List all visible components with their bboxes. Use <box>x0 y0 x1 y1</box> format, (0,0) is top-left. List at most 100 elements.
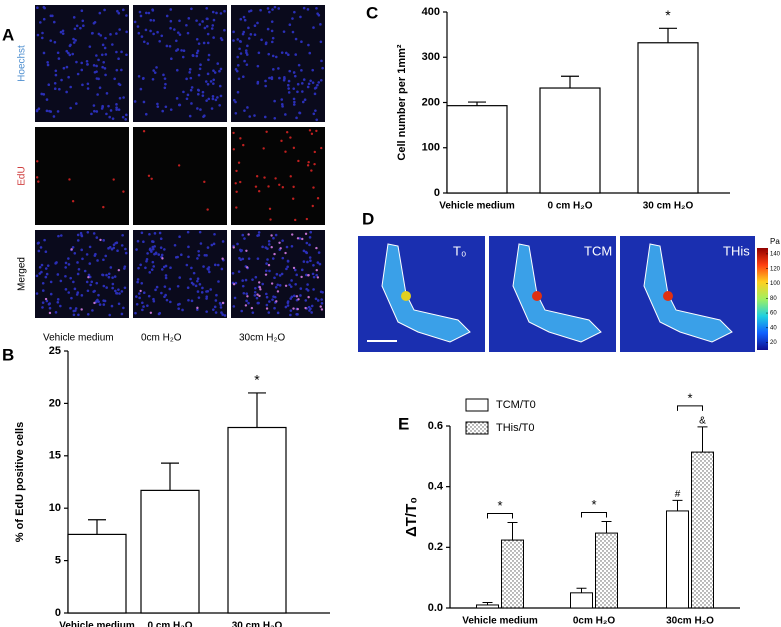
nucleus <box>102 303 106 306</box>
nucleus <box>286 265 289 269</box>
edu-cell <box>244 304 248 307</box>
edu-cell <box>234 182 237 185</box>
bar <box>570 592 593 609</box>
nucleus <box>45 98 49 101</box>
nucleus <box>77 313 80 317</box>
nucleus <box>72 16 76 19</box>
nucleus <box>234 281 238 285</box>
nucleus <box>314 109 317 112</box>
nucleus <box>309 259 312 263</box>
nucleus <box>318 262 322 266</box>
nucleus <box>286 83 290 87</box>
nucleus <box>125 30 128 34</box>
nucleus <box>153 71 157 74</box>
nucleus <box>267 311 271 314</box>
edu-cell <box>268 207 272 210</box>
nucleus <box>274 285 278 289</box>
nucleus <box>164 105 168 109</box>
nucleus <box>281 239 284 242</box>
edu-cell <box>239 137 242 140</box>
nucleus <box>239 17 243 21</box>
nucleus <box>117 302 121 306</box>
nucleus <box>309 79 312 83</box>
nucleus <box>169 108 173 111</box>
nucleus <box>100 53 104 57</box>
nucleus <box>169 26 172 30</box>
nucleus <box>111 282 115 286</box>
nucleus <box>242 75 245 78</box>
edu-cell <box>259 288 262 291</box>
nucleus <box>317 251 321 254</box>
edu-cell <box>307 161 310 164</box>
edu-cell <box>265 130 268 133</box>
nucleus <box>190 266 193 270</box>
nucleus <box>47 83 51 87</box>
nucleus <box>246 44 249 48</box>
nucleus <box>141 308 144 312</box>
nucleus <box>202 41 206 45</box>
nucleus <box>86 289 90 293</box>
nucleus <box>176 255 179 259</box>
nucleus <box>256 21 259 25</box>
nucleus <box>104 254 108 258</box>
nucleus <box>280 51 284 54</box>
nucleus <box>108 313 112 317</box>
nucleus <box>198 230 202 234</box>
nucleus <box>253 290 257 294</box>
nucleus <box>241 284 245 288</box>
error-bar <box>672 499 683 511</box>
nucleus <box>95 236 99 239</box>
nucleus <box>236 90 240 94</box>
nucleus <box>157 253 161 256</box>
nucleus <box>117 57 120 61</box>
nucleus <box>253 294 257 297</box>
significance: * <box>591 497 596 512</box>
nucleus <box>162 73 165 77</box>
nucleus <box>206 41 210 45</box>
edu-cell <box>312 186 315 189</box>
nucleus <box>39 246 43 249</box>
nucleus <box>257 51 261 55</box>
y-tick-label: 0.0 <box>428 602 443 614</box>
nucleus <box>232 98 236 102</box>
nucleus <box>98 11 102 15</box>
nucleus <box>240 309 244 313</box>
nucleus <box>253 24 257 28</box>
nucleus <box>96 93 99 96</box>
nucleus <box>79 26 82 30</box>
nucleus <box>85 60 89 63</box>
nucleus <box>54 69 58 73</box>
nucleus <box>259 8 262 12</box>
y-tick-label: 10 <box>49 502 61 514</box>
micrograph <box>231 127 325 225</box>
nucleus <box>238 47 241 51</box>
nucleus <box>142 100 146 104</box>
nucleus <box>199 242 203 245</box>
nucleus <box>61 29 65 33</box>
nucleus <box>74 39 77 42</box>
nucleus <box>97 58 100 62</box>
edu-cell <box>239 180 242 184</box>
nucleus <box>77 268 81 271</box>
nucleus <box>115 68 119 72</box>
nucleus <box>218 84 222 88</box>
nucleus <box>65 90 68 94</box>
edu-cell <box>267 185 270 188</box>
nucleus <box>144 28 148 32</box>
nucleus <box>296 313 299 316</box>
error-bar <box>561 75 579 89</box>
nucleus <box>67 291 71 294</box>
edu-cell <box>316 197 320 200</box>
nucleus <box>291 30 295 34</box>
nucleus <box>93 254 97 257</box>
nucleus <box>162 265 166 269</box>
nucleus <box>238 39 242 43</box>
nucleus <box>205 310 208 313</box>
nucleus <box>273 117 277 120</box>
micrograph <box>133 127 227 225</box>
nucleus <box>144 112 148 116</box>
nucleus <box>287 53 290 57</box>
hotspot <box>401 291 411 301</box>
nucleus <box>243 109 246 112</box>
